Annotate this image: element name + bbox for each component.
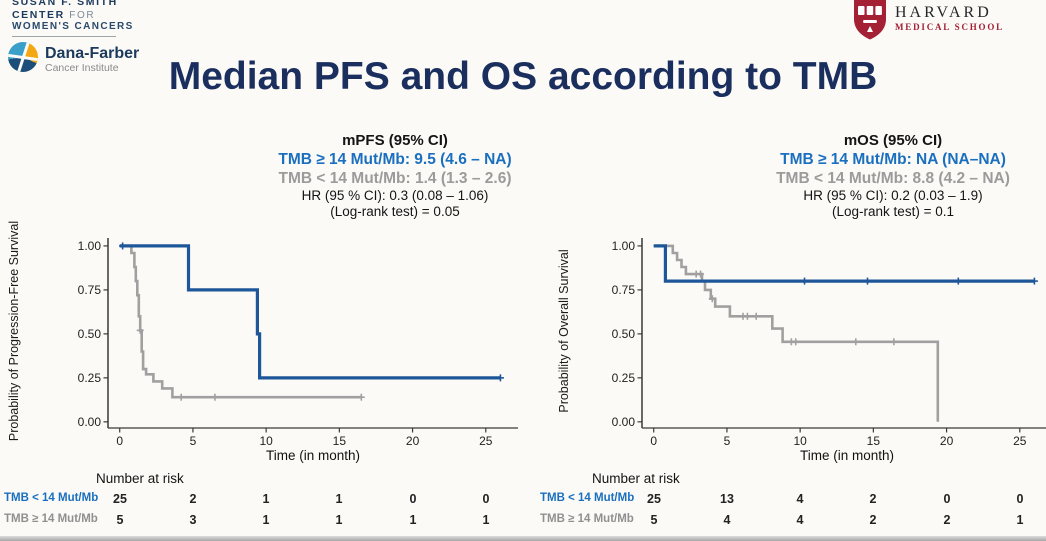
dana-farber-name: Dana-Farber [45, 45, 140, 62]
svg-text:15: 15 [867, 434, 881, 448]
risk-count: 2 [943, 513, 951, 527]
page-title: Median PFS and OS according to TMB [168, 55, 878, 98]
risk-count: 2 [869, 513, 877, 527]
risk-count: 0 [482, 492, 490, 506]
risk-count: 4 [796, 492, 804, 506]
risk-count: 4 [796, 513, 804, 527]
susan-line3: WOMEN'S CANCERS [12, 21, 134, 32]
svg-text:15: 15 [333, 434, 347, 448]
os-risk-label-low: TMB < 14 Mut/Mb [540, 492, 635, 504]
os-logrank-line: (Log-rank test) = 0.1 [832, 204, 954, 219]
risk-count: 2 [189, 492, 197, 506]
pfs-hr-line: HR (95 % CI): 0.3 (0.08 – 1.06) [301, 188, 489, 203]
risk-count: 2 [869, 492, 877, 506]
pfs-number-at-risk-header: Number at risk [96, 471, 184, 486]
svg-text:20: 20 [940, 434, 954, 448]
pfs-risk-row-low-tmb: TMB < 14 Mut/Mb 25 2 1 1 0 0 [0, 492, 1046, 508]
harvard-name: HARVARD [895, 4, 992, 21]
risk-count: 1 [335, 492, 343, 506]
svg-text:0.00: 0.00 [612, 415, 636, 429]
os-y-axis-label: Probability of Overall Survival [557, 249, 571, 413]
svg-text:25: 25 [1013, 434, 1027, 448]
os-stats-title: mOS (95% CI) [843, 132, 943, 149]
os-risk-row-low-tmb: TMB < 14 Mut/Mb 25 13 4 2 0 0 [0, 492, 1046, 508]
svg-text:20: 20 [406, 434, 420, 448]
dana-farber-subtitle: Cancer Institute [45, 62, 119, 74]
risk-count: 5 [116, 513, 124, 527]
risk-count: 1 [1016, 513, 1024, 527]
os-hr-line: HR (95 % CI): 0.2 (0.03 – 1.9) [803, 188, 983, 203]
pfs-y-axis-label: Probability of Progression-Free Survival [7, 220, 21, 442]
svg-text:Time (in month): Time (in month) [800, 448, 894, 463]
os-high-tmb-line: TMB ≥ 14 Mut/Mb: NA (NA–NA) [780, 151, 1006, 168]
svg-text:0.00: 0.00 [78, 415, 102, 429]
risk-count: 1 [482, 513, 490, 527]
pfs-kaplan-meier-plot: 0 5 10 15 20 25 0.00 0.25 0.50 0.75 1.00 Time (in m… [78, 238, 518, 463]
susan-line1: SUSAN F. SMITH [12, 0, 118, 8]
os-low-tmb-line: TMB < 14 Mut/Mb: 8.8 (4.2 – NA) [776, 170, 1010, 187]
dana-farber-logo: Dana-Farber Cancer Institute [8, 42, 139, 74]
svg-text:1.00: 1.00 [78, 239, 102, 253]
harvard-logo: HARVARD MEDICAL SCHOOL [853, 0, 1004, 40]
svg-text:0.25: 0.25 [612, 371, 636, 385]
svg-text:10: 10 [793, 434, 807, 448]
risk-count: 3 [189, 513, 197, 527]
bottom-edge-bar [0, 536, 1046, 541]
svg-text:25: 25 [479, 434, 493, 448]
os-kaplan-meier-plot: 0 5 10 15 20 25 0.00 0.25 0.50 0.75 1.00 Time (in m… [612, 238, 1046, 463]
os-risk-label-high: TMB ≥ 14 Mut/Mb [540, 513, 634, 525]
svg-text:1.00: 1.00 [612, 239, 636, 253]
harvard-subtitle: MEDICAL SCHOOL [895, 22, 1004, 32]
risk-count: 0 [943, 492, 951, 506]
pfs-low-tmb-line: TMB < 14 Mut/Mb: 1.4 (1.3 – 2.6) [278, 170, 512, 187]
os-number-at-risk-header: Number at risk [592, 471, 680, 486]
svg-text:0: 0 [650, 434, 657, 448]
risk-count: 5 [650, 513, 658, 527]
svg-text:0.75: 0.75 [612, 283, 636, 297]
os-stats-annotation: mOS (95% CI) TMB ≥ 14 Mut/Mb: NA (NA–NA)… [703, 131, 1046, 220]
risk-count: 1 [335, 513, 343, 527]
svg-text:0.50: 0.50 [78, 327, 102, 341]
svg-text:0.75: 0.75 [78, 283, 102, 297]
pfs-risk-label-high: TMB ≥ 14 Mut/Mb [4, 513, 98, 525]
os-chart: 0 5 10 15 20 25 0.00 0.25 0.50 0.75 1.00 Time (in m… [600, 228, 1046, 468]
risk-count: 25 [647, 492, 661, 506]
risk-count: 1 [409, 513, 417, 527]
risk-count: 1 [262, 492, 270, 506]
svg-text:5: 5 [190, 434, 197, 448]
pfs-risk-row-high-tmb: TMB ≥ 14 Mut/Mb 5 3 1 1 1 1 [0, 513, 1046, 529]
susan-smith-center-logo: SUSAN F. SMITH CENTER FOR WOMEN'S CANCER… [12, 0, 134, 37]
svg-text:10: 10 [259, 434, 273, 448]
susan-line2: CENTER FOR [12, 9, 96, 22]
risk-count: 1 [262, 513, 270, 527]
os-risk-row-high-tmb: TMB ≥ 14 Mut/Mb 5 4 4 2 2 1 [0, 513, 1046, 529]
svg-text:0.25: 0.25 [78, 371, 102, 385]
risk-count: 4 [723, 513, 731, 527]
pfs-high-tmb-line: TMB ≥ 14 Mut/Mb: 9.5 (4.6 – NA) [278, 151, 512, 168]
risk-count: 25 [113, 492, 127, 506]
pfs-logrank-line: (Log-rank test) = 0.05 [330, 204, 460, 219]
risk-count: 0 [1016, 492, 1024, 506]
svg-text:0.50: 0.50 [612, 327, 636, 341]
risk-count: 0 [409, 492, 417, 506]
svg-text:Time (in month): Time (in month) [266, 448, 360, 463]
harvard-shield-icon [854, 0, 886, 40]
susan-divider [12, 36, 116, 37]
pfs-chart: 0 5 10 15 20 25 0.00 0.25 0.50 0.75 1.00 Time (in m… [66, 228, 526, 468]
dana-farber-logo-icon [8, 42, 38, 72]
pfs-stats-title: mPFS (95% CI) [342, 132, 448, 149]
pfs-risk-label-low: TMB < 14 Mut/Mb [4, 492, 99, 504]
svg-text:0: 0 [116, 434, 123, 448]
risk-count: 13 [720, 492, 734, 506]
pfs-stats-annotation: mPFS (95% CI) TMB ≥ 14 Mut/Mb: 9.5 (4.6 … [205, 131, 585, 220]
svg-text:5: 5 [724, 434, 731, 448]
